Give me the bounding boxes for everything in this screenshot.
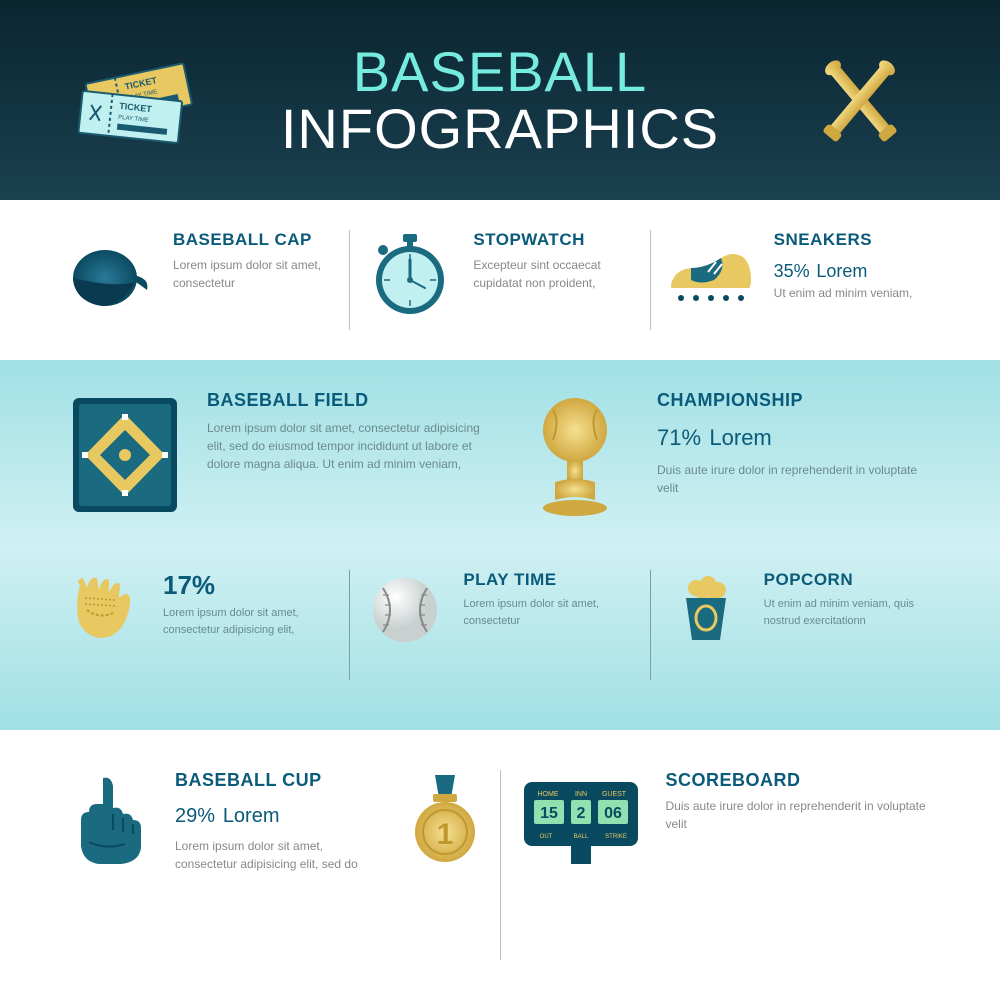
sneaker-icon [666, 230, 756, 320]
sb-strike: STRIKE [605, 834, 627, 840]
trophy-icon [515, 390, 635, 520]
sb-inn-label: INN [574, 791, 586, 798]
bats-icon [790, 40, 930, 160]
field-icon [65, 390, 185, 520]
scoreboard-body: Duis aute irure dolor in reprehenderit i… [666, 797, 936, 833]
sneakers-title: SNEAKERS [774, 230, 913, 250]
baseball-cup-item: BASEBALL CUP 29% Lorem Lorem ipsum dolor… [50, 770, 501, 960]
sneakers-item: SNEAKERS 35% Lorem Ut enim ad minim veni… [651, 230, 950, 330]
field-body: Lorem ipsum dolor sit amet, consectetur … [207, 419, 485, 473]
svg-text:1: 1 [436, 818, 453, 851]
page-title: BASEBALL INFOGRAPHICS [210, 39, 790, 161]
foam-finger-icon [65, 770, 155, 870]
sb-out: OUT [539, 834, 552, 840]
stopwatch-icon [365, 230, 455, 320]
glove-item: 17% Lorem ipsum dolor sit amet, consecte… [50, 570, 350, 680]
popcorn-body: Ut enim ad minim veniam, quis nostrud ex… [764, 596, 935, 629]
sb-inn: 2 [576, 805, 585, 822]
cup-stat: 29% Lorem [175, 797, 385, 829]
header-banner: TICKET PLAY TIME TICKET PLAY TIME BASEBA… [0, 0, 1000, 200]
sb-home: 15 [540, 805, 558, 822]
field-item: BASEBALL FIELD Lorem ipsum dolor sit ame… [50, 390, 500, 540]
title-line1: BASEBALL [210, 39, 790, 104]
tickets-icon: TICKET PLAY TIME TICKET PLAY TIME [70, 55, 210, 145]
playtime-item: PLAY TIME Lorem ipsum dolor sit amet, co… [350, 570, 650, 680]
scoreboard-item: HOME INN GUEST 15 2 06 OUT BALL STRIKE S… [501, 770, 951, 960]
stopwatch-title: STOPWATCH [473, 230, 634, 250]
sb-home-label: HOME [537, 791, 558, 798]
popcorn-icon [666, 570, 746, 650]
cup-body: Lorem ipsum dolor sit amet, consectetur … [175, 837, 385, 873]
cup-title: BASEBALL CUP [175, 770, 385, 791]
playtime-title: PLAY TIME [463, 570, 634, 590]
championship-title: CHAMPIONSHIP [657, 390, 935, 411]
championship-item: CHAMPIONSHIP 71% Lorem Duis aute irure d… [500, 390, 950, 540]
scoreboard-icon: HOME INN GUEST 15 2 06 OUT BALL STRIKE [516, 770, 646, 870]
sneakers-stat: 35% Lorem [774, 256, 913, 284]
popcorn-title: POPCORN [764, 570, 935, 590]
info-row-2: BASEBALL FIELD Lorem ipsum dolor sit ame… [0, 360, 1000, 730]
sb-guest-label: GUEST [601, 791, 626, 798]
championship-stat: 71% Lorem [657, 419, 935, 453]
info-row-3: BASEBALL CUP 29% Lorem Lorem ipsum dolor… [0, 730, 1000, 1000]
ball-icon [365, 570, 445, 650]
sb-guest: 06 [604, 805, 622, 822]
popcorn-item: POPCORN Ut enim ad minim veniam, quis no… [651, 570, 950, 680]
title-line2: INFOGRAPHICS [210, 96, 790, 161]
info-row-1: BASEBALL CAP Lorem ipsum dolor sit amet,… [0, 200, 1000, 360]
cap-icon [65, 230, 155, 320]
medal-icon: 1 [405, 770, 485, 870]
cap-body: Lorem ipsum dolor sit amet, consectetur [173, 256, 334, 292]
sneakers-body: Ut enim ad minim veniam, [774, 284, 913, 302]
cap-title: BASEBALL CAP [173, 230, 334, 250]
glove-icon [65, 570, 145, 650]
scoreboard-title: SCOREBOARD [666, 770, 936, 791]
stopwatch-body: Excepteur sint occaecat cupidatat non pr… [473, 256, 634, 292]
playtime-body: Lorem ipsum dolor sit amet, consectetur [463, 596, 634, 629]
championship-body: Duis aute irure dolor in reprehenderit i… [657, 461, 935, 497]
stopwatch-item: STOPWATCH Excepteur sint occaecat cupida… [350, 230, 650, 330]
cap-item: BASEBALL CAP Lorem ipsum dolor sit amet,… [50, 230, 350, 330]
glove-body: Lorem ipsum dolor sit amet, consectetur … [163, 605, 334, 638]
sb-ball: BALL [573, 834, 588, 840]
glove-stat: 17% [163, 570, 334, 601]
field-title: BASEBALL FIELD [207, 390, 485, 411]
